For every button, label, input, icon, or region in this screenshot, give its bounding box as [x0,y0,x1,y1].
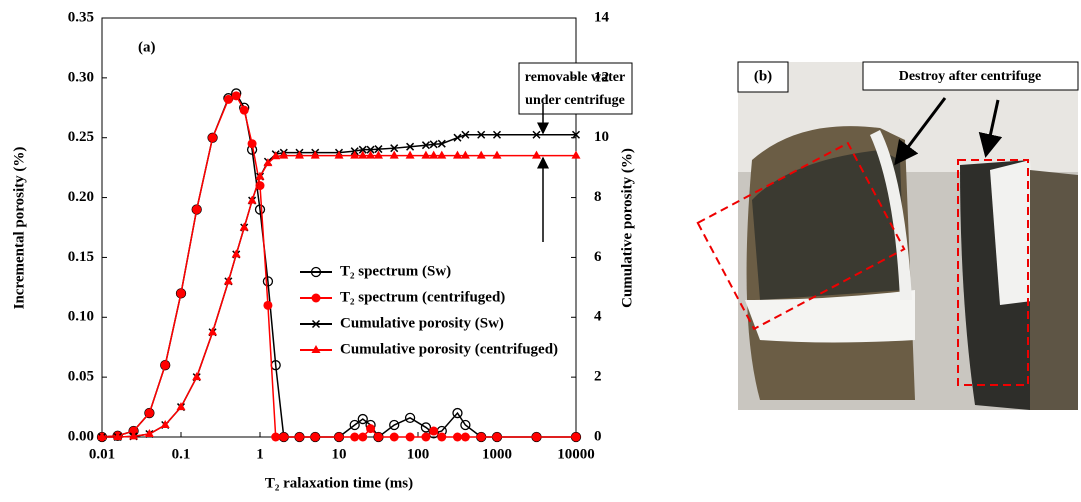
point [532,151,541,159]
figure: (b) Destroy after centrifuge (a) removab… [0,0,1081,497]
point [232,91,241,100]
point [366,424,375,433]
series-line [102,96,576,437]
point [311,151,320,159]
y-tick-label: 0.35 [68,9,94,25]
plot-frame [102,18,576,437]
y2-tick-label: 14 [594,9,610,25]
point [248,139,257,148]
point [437,151,446,159]
point [406,433,415,442]
y-tick-label: 0.00 [68,428,94,444]
y-tick-label: 0.10 [68,309,94,325]
point [493,433,502,442]
point [279,151,288,159]
point [145,409,154,418]
point [358,433,367,442]
point [224,95,233,104]
point [295,433,304,442]
x-tick-label: 100 [407,446,430,462]
y2-axis-label: Cumulative porosity (%) [619,148,635,308]
legend-label: T₂ spectrum (centrifuged) [340,289,505,305]
point [421,433,430,442]
y2-tick-label: 8 [594,189,602,205]
x-tick-label: 1 [256,446,264,462]
panel-label: (b) [754,68,772,84]
point [390,433,399,442]
point [263,301,272,310]
y2-tick-label: 2 [594,369,602,385]
point [421,151,430,159]
series-line [102,135,576,437]
panel-label: (a) [138,39,156,55]
point [453,151,462,159]
legend-marker [312,294,321,303]
point [279,433,288,442]
x-tick-label: 10000 [557,446,595,462]
point [477,151,486,159]
point [454,134,461,141]
x-tick-label: 10 [332,446,347,462]
point [429,151,438,159]
point [271,151,280,159]
y2-tick-label: 4 [594,309,602,325]
point [453,433,462,442]
point [532,433,541,442]
y-tick-label: 0.15 [68,249,94,265]
legend-label: Cumulative porosity (centrifuged) [340,341,558,357]
point [493,151,502,159]
point [161,361,170,370]
point [335,433,344,442]
series-line [102,93,576,437]
legend-label: T₂ spectrum (Sw) [340,263,451,279]
point [208,133,217,142]
y2-tick-label: 12 [594,69,609,85]
x-tick-label: 0.01 [89,446,115,462]
point [311,433,320,442]
legend-label: Cumulative porosity (Sw) [340,315,504,331]
annotation: under centrifuge [525,93,625,108]
point [572,151,581,159]
point [429,427,438,436]
point [177,289,186,298]
y2-tick-label: 10 [594,129,609,145]
photo [698,62,1078,410]
point [350,433,359,442]
point [192,205,201,214]
y-tick-label: 0.25 [68,129,94,145]
point [240,106,249,115]
y2-tick-label: 0 [594,428,602,444]
x-tick-label: 1000 [482,446,512,462]
point [461,151,470,159]
point [374,433,383,442]
point [477,433,486,442]
photo-caption: Destroy after centrifuge [899,69,1042,84]
x-axis-label: T₂ ralaxation time (ms) [265,475,413,491]
point [437,433,446,442]
point [271,433,280,442]
y-tick-label: 0.30 [68,69,94,85]
x-tick-label: 0.1 [172,446,191,462]
point [295,151,304,159]
point [572,433,581,442]
y2-tick-label: 6 [594,249,602,265]
y-axis-label: Incremental porosity (%) [11,147,27,310]
point [461,433,470,442]
point [406,151,415,159]
y-tick-label: 0.20 [68,189,94,205]
y-tick-label: 0.05 [68,369,94,385]
